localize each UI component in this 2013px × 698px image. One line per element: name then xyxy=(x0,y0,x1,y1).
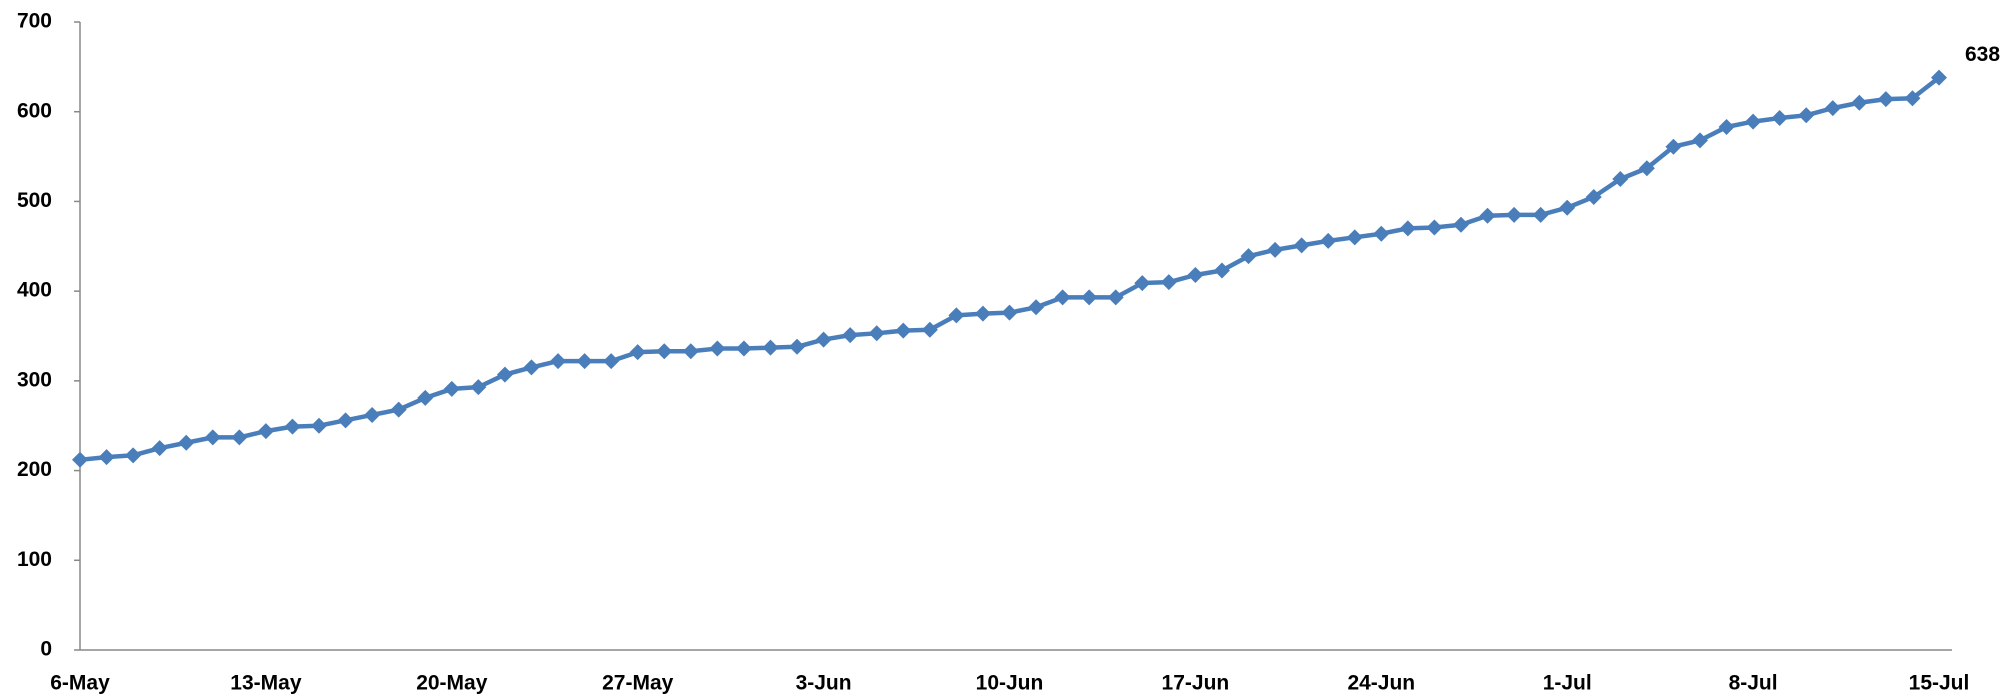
marker xyxy=(1904,90,1921,107)
marker xyxy=(1585,188,1602,205)
marker xyxy=(762,339,779,356)
marker xyxy=(1213,262,1230,279)
marker xyxy=(1931,69,1947,86)
marker xyxy=(842,327,859,344)
marker xyxy=(1559,199,1576,216)
marker xyxy=(443,380,460,397)
x-tick-label: 3-Jun xyxy=(796,672,852,695)
marker xyxy=(1479,207,1496,224)
marker xyxy=(178,434,195,451)
marker xyxy=(364,406,381,423)
marker xyxy=(1877,91,1894,108)
marker xyxy=(1107,289,1124,306)
marker xyxy=(1745,113,1762,130)
x-tick-label: 13-May xyxy=(230,672,302,695)
marker xyxy=(1399,220,1416,237)
marker xyxy=(1798,107,1815,124)
marker xyxy=(709,340,726,357)
x-tick-label: 15-Jul xyxy=(1909,672,1970,695)
marker xyxy=(735,340,752,357)
y-tick-label: 500 xyxy=(17,189,52,212)
marker xyxy=(1426,219,1443,236)
x-tick-label: 20-May xyxy=(416,672,488,695)
marker xyxy=(789,338,806,355)
marker xyxy=(868,325,885,342)
marker xyxy=(948,307,965,324)
marker xyxy=(1373,225,1390,242)
marker xyxy=(1001,304,1018,321)
marker xyxy=(1612,171,1629,187)
marker xyxy=(284,418,301,435)
marker xyxy=(1081,289,1098,306)
marker xyxy=(311,417,328,434)
x-tick-label: 17-Jun xyxy=(1162,672,1230,695)
marker xyxy=(125,447,142,464)
marker xyxy=(1718,118,1735,135)
x-tick-label: 24-Jun xyxy=(1347,672,1415,695)
marker xyxy=(390,401,407,418)
marker xyxy=(603,353,620,370)
marker xyxy=(1134,275,1151,292)
x-tick-label: 6-May xyxy=(50,672,110,695)
marker xyxy=(1506,206,1523,223)
marker xyxy=(550,353,567,370)
y-tick-label: 600 xyxy=(17,99,52,122)
marker xyxy=(1824,100,1841,117)
y-tick-label: 400 xyxy=(17,279,52,302)
y-tick-label: 0 xyxy=(40,638,52,661)
marker xyxy=(1054,289,1071,306)
marker xyxy=(921,321,938,338)
marker xyxy=(1160,274,1177,291)
marker xyxy=(72,451,88,468)
x-tick-label: 27-May xyxy=(602,672,674,695)
data-label: 638 xyxy=(1965,43,2000,66)
marker xyxy=(151,440,168,457)
marker xyxy=(1771,109,1788,126)
marker xyxy=(629,344,646,361)
marker xyxy=(1293,237,1310,254)
marker xyxy=(576,353,593,370)
marker xyxy=(1691,132,1708,149)
marker xyxy=(496,366,513,383)
marker xyxy=(974,305,991,322)
marker xyxy=(1320,232,1337,249)
marker xyxy=(1851,94,1868,111)
x-tick-label: 8-Jul xyxy=(1729,672,1778,695)
marker xyxy=(1452,216,1469,233)
marker xyxy=(231,429,248,446)
marker xyxy=(1187,266,1204,283)
marker xyxy=(1638,160,1655,177)
marker xyxy=(204,429,221,446)
y-tick-label: 100 xyxy=(17,548,52,571)
marker xyxy=(815,331,832,348)
marker xyxy=(1028,299,1045,316)
marker xyxy=(417,389,434,406)
marker xyxy=(1267,241,1284,258)
marker xyxy=(1240,248,1257,265)
marker xyxy=(523,359,540,376)
marker xyxy=(257,423,274,440)
y-tick-label: 200 xyxy=(17,458,52,481)
x-tick-label: 1-Jul xyxy=(1543,672,1592,695)
marker xyxy=(682,343,699,360)
marker xyxy=(656,343,673,360)
marker xyxy=(337,412,354,429)
x-tick-label: 10-Jun xyxy=(976,672,1044,695)
marker xyxy=(1346,229,1363,246)
y-tick-label: 300 xyxy=(17,368,52,391)
marker xyxy=(470,379,487,396)
marker xyxy=(98,449,115,466)
y-tick-label: 700 xyxy=(17,10,52,33)
marker xyxy=(1532,206,1549,223)
marker xyxy=(1665,138,1682,155)
line xyxy=(79,75,1941,463)
marker xyxy=(895,322,912,339)
